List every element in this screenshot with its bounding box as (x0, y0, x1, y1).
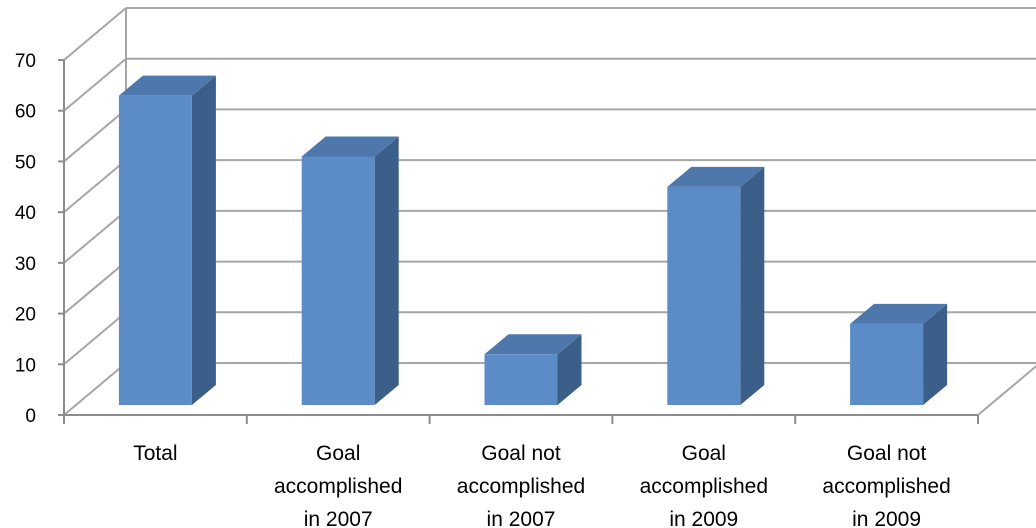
bar-side (740, 166, 765, 405)
gridline-side (63, 7, 127, 61)
x-category-label-line: Total (133, 442, 177, 465)
y-tick-label: 50 (15, 152, 36, 173)
bar (118, 95, 192, 406)
x-category-label: Goal accomplished in 2009 (640, 442, 768, 528)
x-category-label-line: Goal (682, 442, 726, 465)
bar-top (484, 334, 582, 355)
gridline-side (63, 108, 127, 163)
gridline-side (63, 210, 127, 264)
bar-side (374, 136, 399, 405)
gridline-side (63, 260, 127, 315)
x-category-label-line: Goal (316, 442, 360, 465)
bar-top (118, 75, 216, 96)
bar (850, 323, 924, 405)
x-category-label: Goal accomplished in 2007 (274, 442, 402, 528)
bar (484, 354, 558, 405)
x-category-label-line: Goal not (847, 442, 927, 465)
x-category-label-line: Goal not (481, 442, 561, 465)
y-tick-label: 0 (25, 406, 36, 427)
gridline-side (63, 159, 127, 213)
bar-top (667, 166, 765, 187)
gridline-side (63, 57, 127, 112)
floor-right-edge (977, 365, 1036, 416)
x-category-label-line: accomplished (274, 475, 402, 498)
y-tick-label: 10 (15, 355, 36, 376)
gridline-side (63, 311, 127, 366)
y-tick-label: 30 (15, 254, 36, 275)
y-tick-label: 70 (15, 51, 36, 72)
bar-top (850, 303, 948, 324)
x-category-label-line: in 2009 (669, 508, 738, 528)
bar-side (191, 75, 216, 406)
y-tick-label: 40 (15, 203, 36, 224)
y-tick-label: 20 (15, 305, 36, 326)
bar (667, 186, 741, 405)
x-category-label-line: accomplished (640, 475, 768, 498)
x-category-label-line: in 2007 (487, 508, 556, 528)
x-category-label: Goal not accomplished in 2009 (822, 442, 950, 528)
x-category-label-line: in 2009 (852, 508, 921, 528)
x-category-label-line: in 2007 (304, 508, 373, 528)
x-category-label-line: accomplished (822, 475, 950, 498)
bar-side (557, 334, 582, 405)
y-tick-label: 60 (15, 102, 36, 123)
x-category-label: Goal not accomplished in 2007 (457, 442, 585, 528)
gridline-side (63, 362, 127, 416)
bar-side (923, 303, 948, 405)
x-category-label-line: accomplished (457, 475, 585, 498)
bar-top (301, 136, 399, 157)
x-category-label: Total (133, 442, 177, 465)
bar (301, 156, 375, 405)
